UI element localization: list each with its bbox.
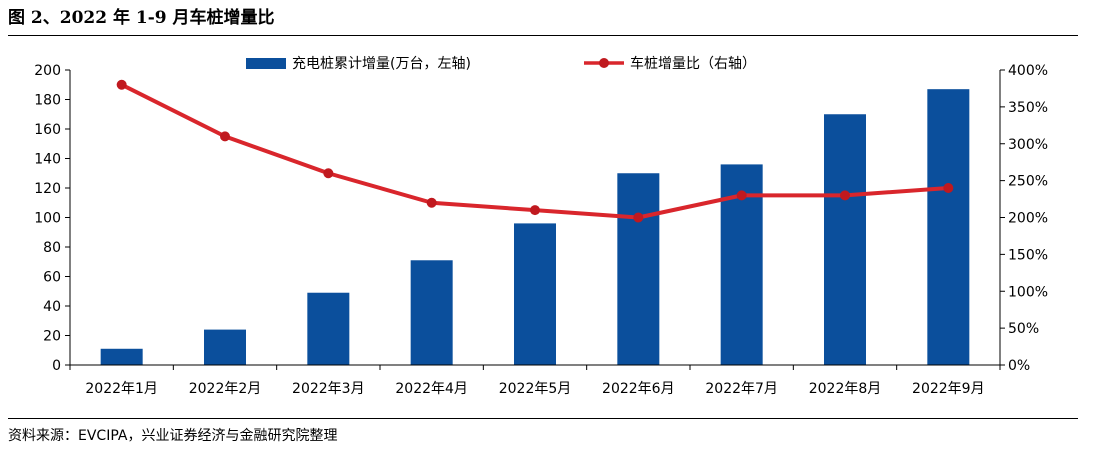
line-point (323, 168, 334, 179)
bottom-rule (8, 418, 1078, 419)
figure-title: 图 2、2022 年 1-9 月车桩增量比 (8, 8, 275, 28)
x-tick-label: 2022年1月 (85, 381, 158, 397)
left-tick-label: 80 (43, 240, 61, 256)
source-note: 资料来源：EVCIPA，兴业证券经济与金融研究院整理 (8, 428, 338, 444)
line-point (426, 197, 437, 208)
left-tick-label: 120 (34, 181, 61, 197)
legend-line-label: 车桩增量比（右轴） (630, 55, 756, 72)
chart-legend: 充电桩累计增量(万台，左轴) 车桩增量比（右轴） (246, 55, 756, 72)
x-tick-label: 2022年8月 (809, 381, 882, 397)
left-tick-label: 200 (34, 63, 61, 79)
left-tick-label: 0 (52, 358, 61, 374)
line-point (220, 131, 230, 142)
x-tick-label: 2022年4月 (395, 381, 468, 397)
x-tick-label: 2022年9月 (912, 381, 985, 397)
bar (410, 260, 453, 365)
right-tick-label: 350% (1008, 100, 1048, 116)
x-tick-label: 2022年6月 (602, 381, 675, 397)
bar (617, 173, 660, 365)
top-rule (8, 35, 1078, 36)
right-tick-label: 200% (1008, 211, 1048, 227)
bar (307, 292, 350, 365)
legend-bar-label: 充电桩累计增量(万台，左轴) (292, 55, 471, 72)
left-tick-label: 20 (43, 329, 61, 345)
x-axis-labels: 2022年1月 2022年2月 2022年3月 2022年4月 2022年5月 2022年… (85, 381, 984, 397)
x-tick-label: 2022年5月 (499, 381, 572, 397)
bar (100, 348, 143, 365)
bar (927, 89, 970, 366)
bar (824, 114, 866, 365)
left-tick-label: 160 (34, 122, 61, 138)
right-tick-label: 250% (1008, 174, 1048, 190)
legend-bar-swatch (246, 58, 286, 69)
left-tick-label: 60 (43, 270, 61, 286)
line-point (116, 79, 127, 90)
line-point (633, 212, 644, 223)
left-tick-label: 180 (34, 93, 61, 109)
left-tick-label: 140 (34, 152, 61, 168)
right-axis-ticks: 0% 50% 100% 150% 200% 250% 300% 350% 400% (1000, 63, 1048, 374)
left-axis-ticks: 0 20 40 60 80 100 120 140 160 180 200 (34, 63, 70, 374)
line-point (943, 183, 954, 193)
left-tick-label: 40 (43, 299, 61, 315)
x-tick-label: 2022年3月 (292, 381, 365, 397)
left-tick-label: 100 (34, 211, 61, 227)
right-tick-label: 400% (1008, 63, 1048, 79)
x-tick-label: 2022年2月 (189, 381, 262, 397)
x-tick-label: 2022年7月 (705, 381, 778, 397)
line-series (116, 79, 954, 223)
legend-line-marker (599, 58, 609, 68)
right-tick-label: 100% (1008, 284, 1048, 300)
right-tick-label: 0% (1008, 358, 1030, 374)
line-point (736, 190, 747, 201)
line-point (530, 205, 540, 216)
bar (514, 223, 556, 365)
right-tick-label: 300% (1008, 137, 1048, 153)
bar (204, 329, 246, 365)
right-tick-label: 150% (1008, 247, 1048, 263)
line-point (840, 190, 850, 201)
bar-series (100, 89, 970, 366)
axes (69, 70, 1001, 370)
right-tick-label: 50% (1008, 321, 1039, 337)
